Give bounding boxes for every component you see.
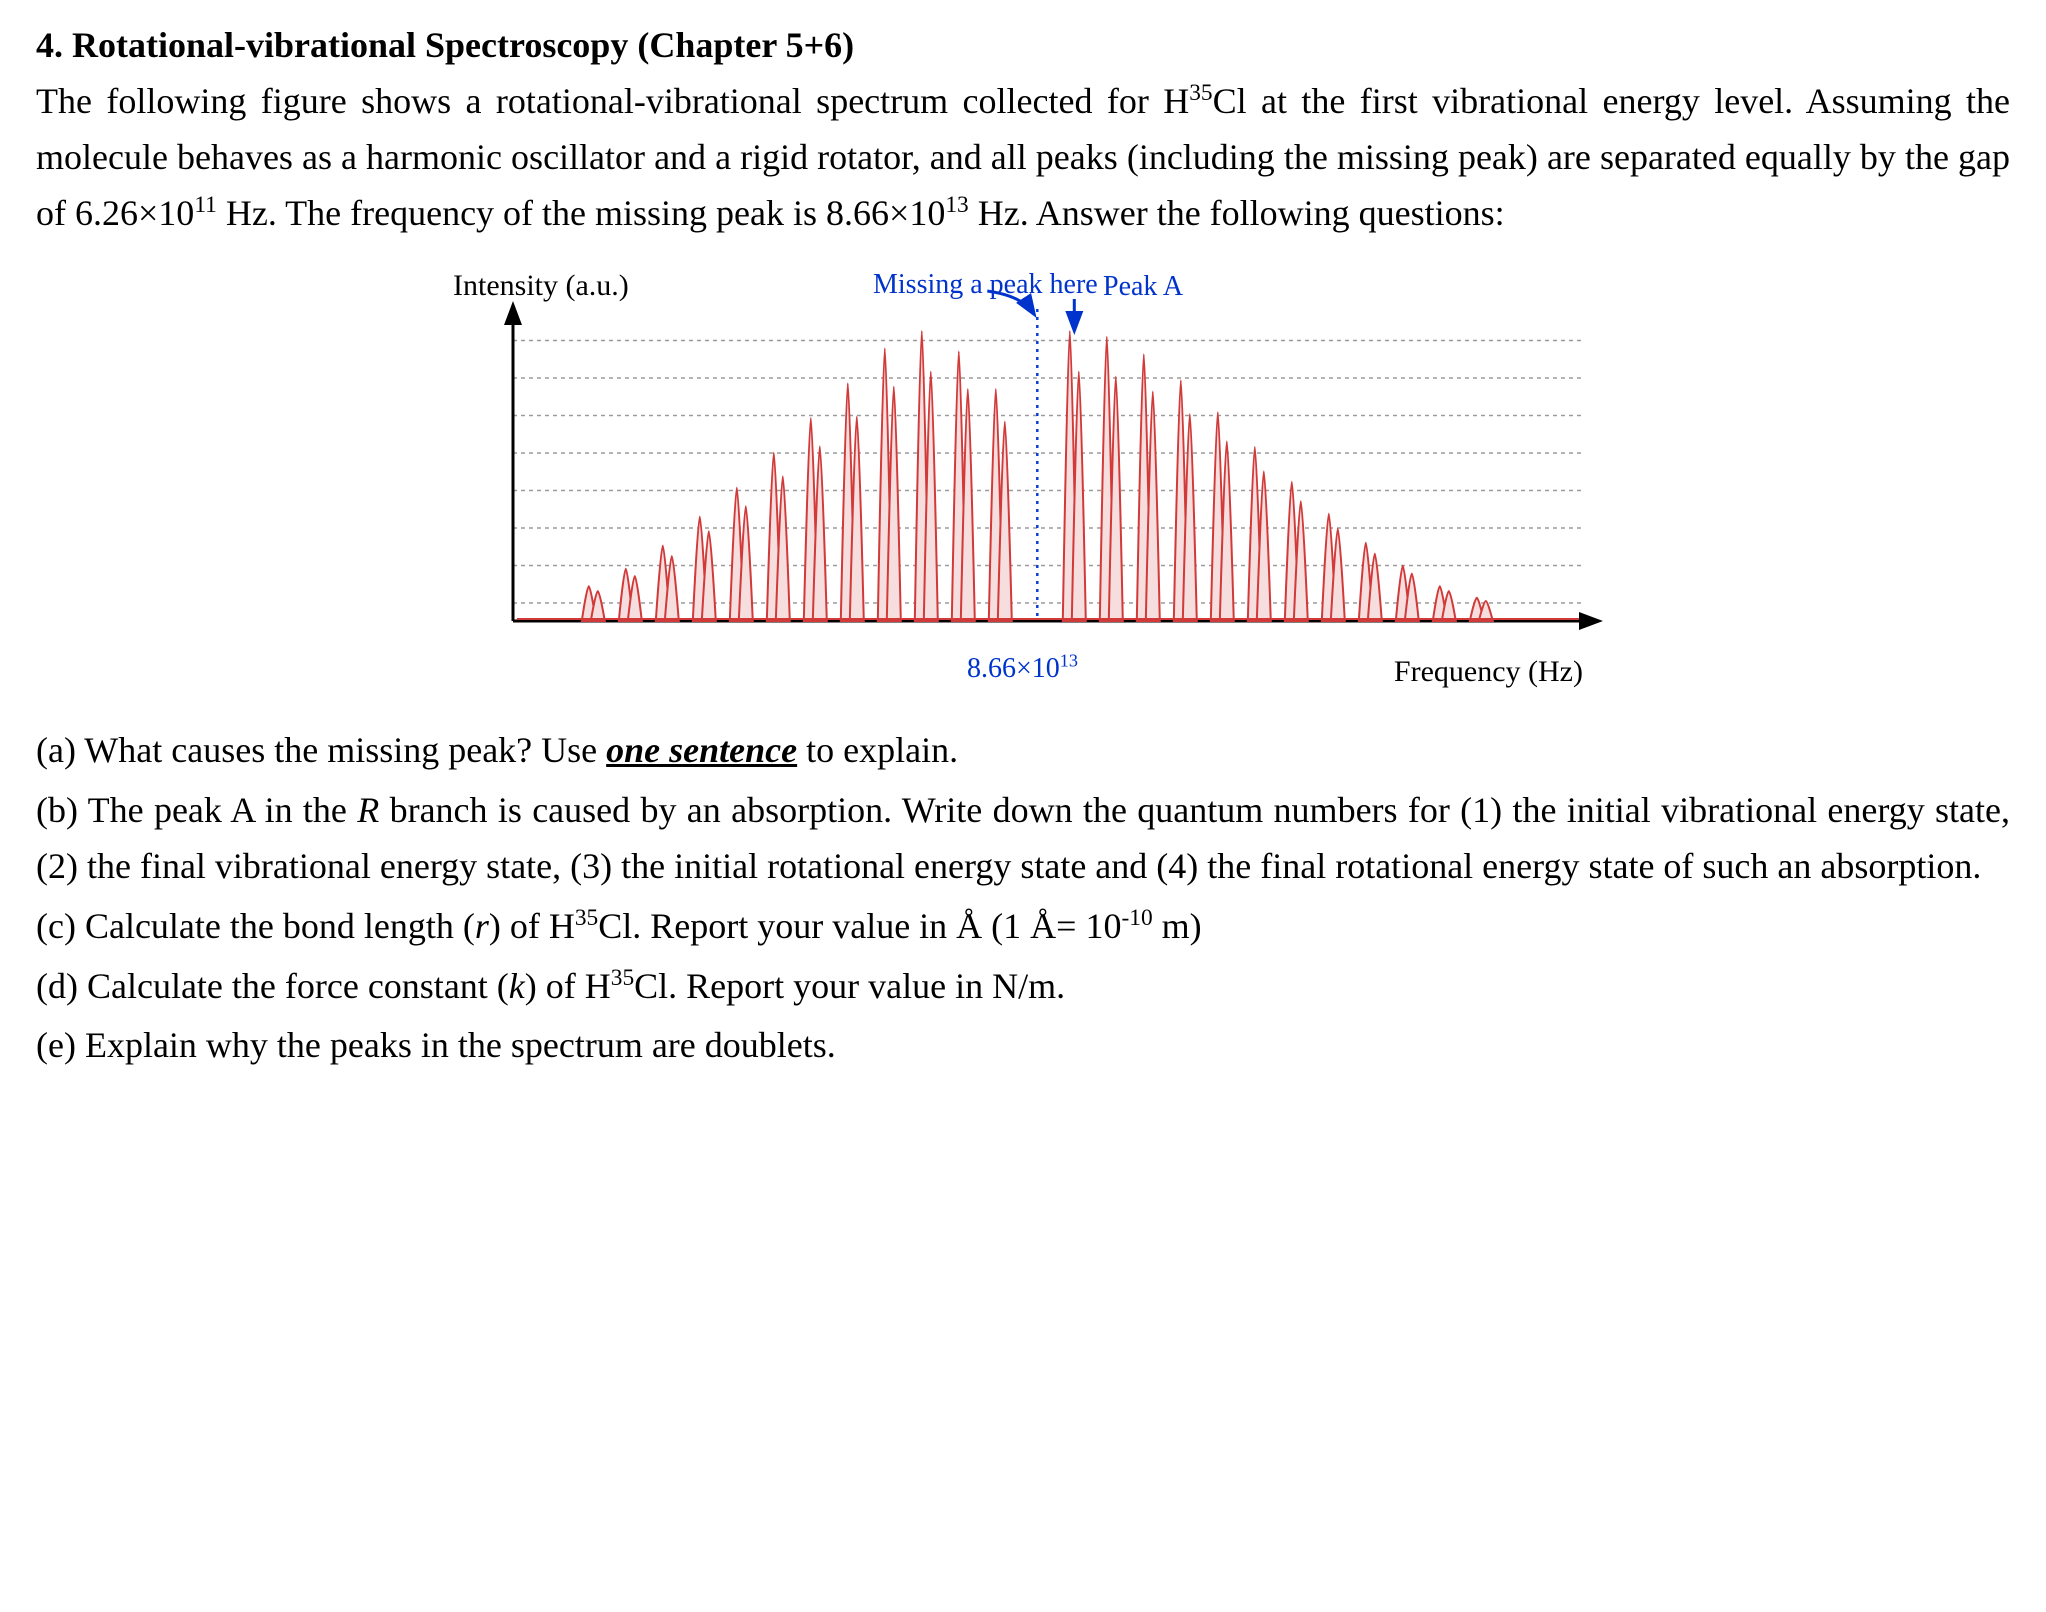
question-a: (a) What causes the missing peak? Use on… <box>36 723 2010 779</box>
question-b: (b) The peak A in the R branch is caused… <box>36 783 2010 895</box>
spectrum-svg <box>443 269 1603 689</box>
intro-text-1: The following figure shows a rotational-… <box>36 81 1163 121</box>
molecule-formula: H35Cl <box>1163 81 1246 121</box>
intro-paragraph: The following figure shows a rotational-… <box>36 74 2010 241</box>
missing-peak-annotation: Missing a peak here <box>873 269 1098 301</box>
molecule-formula-c: H35Cl <box>549 906 632 946</box>
missing-freq-unit: Hz. <box>969 193 1036 233</box>
spectrum-chart: Intensity (a.u.) Missing a peak here Pea… <box>443 269 1603 689</box>
figure-container: Intensity (a.u.) Missing a peak here Pea… <box>36 269 2010 689</box>
gap-unit: Hz. <box>217 193 285 233</box>
question-list: (a) What causes the missing peak? Use on… <box>36 723 2010 1074</box>
missing-freq-value: 8.66×1013 <box>826 193 969 233</box>
x-tick-value: 8.66×1013 <box>967 653 1078 685</box>
x-axis-label: Frequency (Hz) <box>1394 655 1583 689</box>
peak-a-annotation: Peak A <box>1103 271 1183 303</box>
section-heading: 4. Rotational-vibrational Spectroscopy (… <box>36 24 2010 66</box>
y-axis-label: Intensity (a.u.) <box>453 269 629 303</box>
question-d: (d) Calculate the force constant (k) of … <box>36 959 2010 1015</box>
intro-text-3: The frequency of the missing peak is <box>285 193 826 233</box>
molecule-formula-d: H35Cl <box>585 966 668 1006</box>
question-c: (c) Calculate the bond length (r) of H35… <box>36 899 2010 955</box>
intro-text-4: Answer the following questions: <box>1036 193 1505 233</box>
gap-value: 6.26×1011 <box>75 193 217 233</box>
emphasis-one-sentence: one sentence <box>606 730 797 770</box>
question-e: (e) Explain why the peaks in the spectru… <box>36 1018 2010 1074</box>
branch-R: R <box>357 790 379 830</box>
